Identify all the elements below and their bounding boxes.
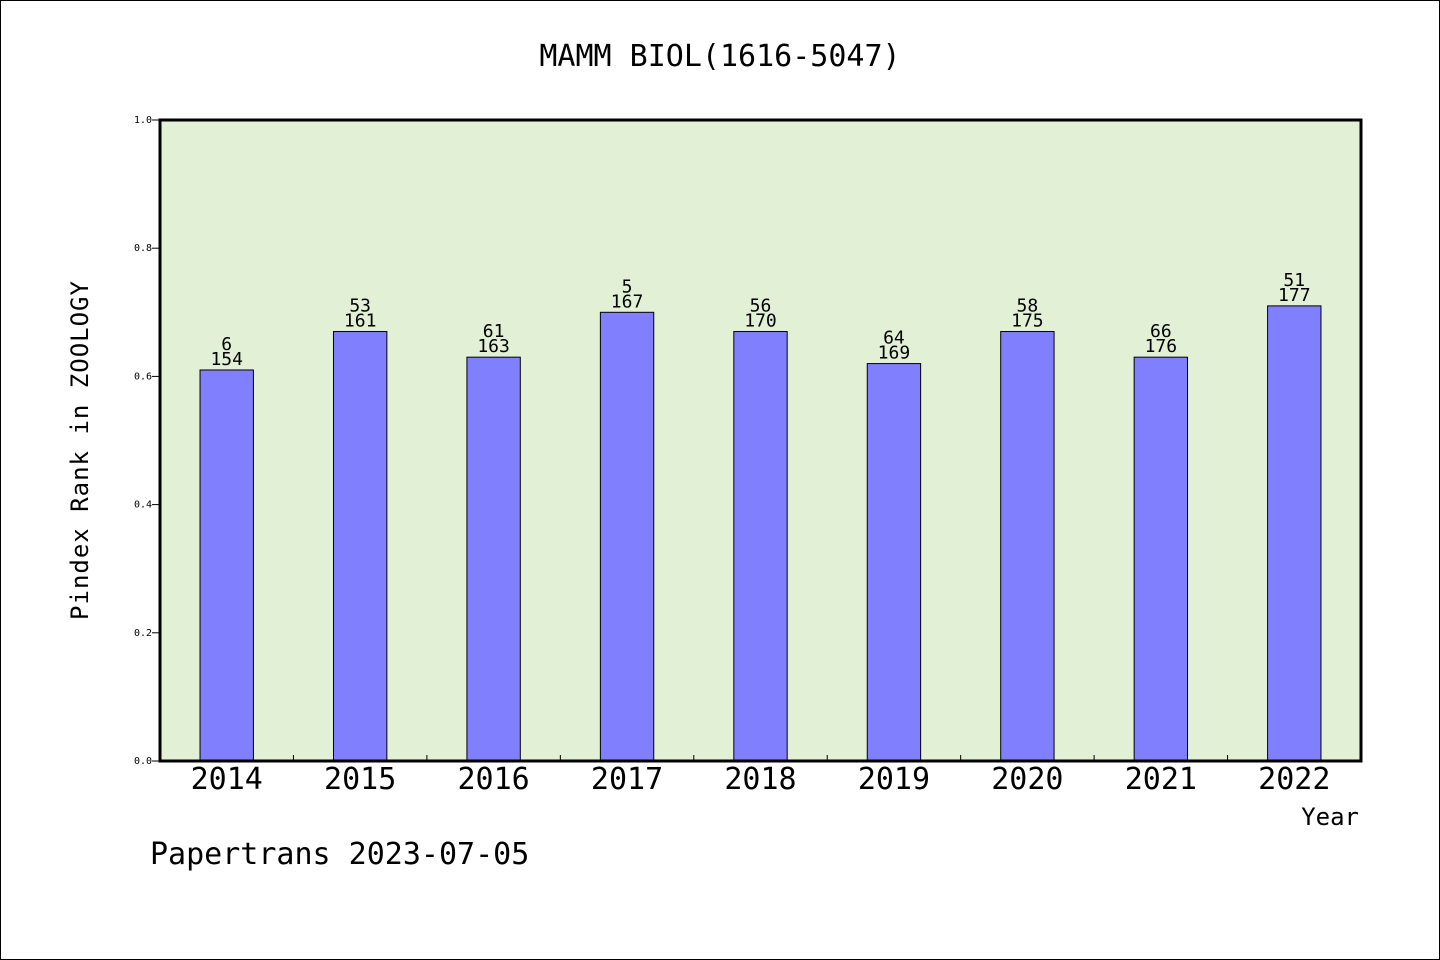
y-tick-label: 1.0 [134,115,152,126]
x-tick-label: 2022 [1258,762,1330,797]
x-tick-label: 2015 [324,762,396,797]
bar-2020 [1000,331,1055,762]
bar-total-label: 170 [744,311,777,332]
x-tick-label: 2014 [191,762,263,797]
x-tick-label: 2017 [591,762,663,797]
bar-total-label: 161 [344,311,377,332]
bar-total-label: 176 [1145,336,1178,357]
bar-total-label: 175 [1011,311,1044,332]
y-tick-label: 0.4 [134,500,152,511]
y-tick-label: 0.2 [134,628,152,639]
bar-2018 [733,331,788,762]
y-axis-ticks: 0.0 0.2 0.4 0.6 0.8 1.0 [134,115,160,767]
bar-total-label: 163 [477,336,510,357]
bar-rank-label: 56 [750,296,772,317]
x-tick-label: 2016 [457,762,529,797]
y-tick-label: 0.6 [134,371,152,382]
x-tick-label: 2018 [724,762,796,797]
bar-2016 [466,356,521,762]
bar-rank-label: 6 [221,334,232,355]
bar-rank-label: 66 [1150,321,1172,342]
chart-title: MAMM BIOL(1616-5047) [539,39,900,74]
bar-rank-label: 51 [1283,270,1305,291]
plot-border [158,118,1363,763]
bar-2015 [332,331,388,762]
footer-credit: Papertrans 2023-07-05 [150,837,529,872]
bar-total-label: 169 [878,343,911,364]
x-axis-ticks: 2014 2015 2016 2017 2018 2019 2020 2021 2022 [191,755,1330,797]
y-tick-label: 0.0 [134,756,152,767]
x-axis-label: Year [1301,803,1359,831]
bar-rank-label: 53 [349,296,371,317]
y-tick-label: 0.8 [134,243,152,254]
bar-2014 [199,369,254,762]
bar-2021 [1133,356,1189,762]
bar-total-label: 177 [1278,285,1311,306]
bar-rank-label: 61 [483,321,505,342]
x-tick-label: 2020 [991,762,1063,797]
bar-2022 [1267,305,1322,762]
bar-rank-label: 5 [622,276,633,297]
bar-rank-label: 64 [883,328,905,349]
x-tick-label: 2021 [1125,762,1197,797]
bar-2017 [599,311,655,762]
y-axis-label: Pindex Rank in ZOOLOGY [66,280,94,620]
x-tick-label: 2019 [858,762,930,797]
bar-rank-label: 58 [1017,296,1039,317]
bar-total-label: 167 [611,291,644,312]
bar-total-label: 154 [210,349,243,370]
bar-2019 [866,363,922,762]
